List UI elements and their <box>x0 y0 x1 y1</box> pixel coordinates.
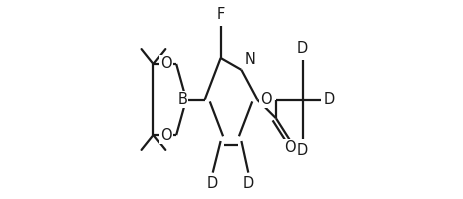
Text: N: N <box>244 53 255 67</box>
Text: D: D <box>297 143 308 158</box>
Text: O: O <box>284 140 295 155</box>
Text: D: D <box>243 176 254 191</box>
Text: F: F <box>217 7 225 22</box>
Text: D: D <box>323 92 335 107</box>
Text: D: D <box>297 41 308 56</box>
Text: O: O <box>260 92 272 107</box>
Text: D: D <box>207 176 219 191</box>
Text: O: O <box>161 57 172 71</box>
Text: O: O <box>161 128 172 142</box>
Text: B: B <box>177 92 187 107</box>
